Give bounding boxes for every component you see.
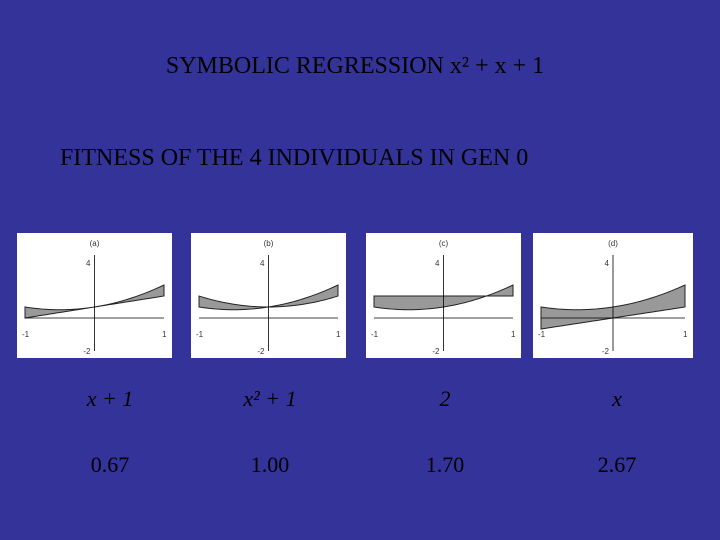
panel-label: (a) — [90, 239, 100, 248]
y-bottom-label: -2 — [432, 347, 440, 356]
y-top-label: 4 — [435, 259, 440, 268]
x-right-label: 1 — [683, 330, 688, 339]
fitness: 1.70 — [426, 452, 465, 477]
error-area — [24, 284, 165, 319]
expression: x + 1 — [86, 386, 134, 411]
x-right-label: 1 — [511, 330, 516, 339]
y-top-label: 4 — [86, 259, 91, 268]
y-bottom-label: -2 — [602, 347, 610, 356]
y-bottom-label: -2 — [257, 347, 265, 356]
plot-panel: (a) 4 -2 -1 1 — [17, 233, 172, 358]
x-left-label: -1 — [22, 330, 30, 339]
x-right-label: 1 — [336, 330, 341, 339]
y-top-label: 4 — [605, 259, 610, 268]
fitness: 1.00 — [251, 452, 290, 477]
error-area — [198, 284, 339, 311]
panel-label: (b) — [264, 239, 274, 248]
x-left-label: -1 — [196, 330, 204, 339]
plot-panel: (d) 4 -2 -1 1 — [533, 233, 693, 358]
x-left-label: -1 — [371, 330, 379, 339]
expression: 2 — [440, 386, 451, 411]
y-top-label: 4 — [260, 259, 265, 268]
x-left-label: -1 — [538, 330, 546, 339]
expression: x — [611, 386, 622, 411]
x-right-label: 1 — [162, 330, 167, 339]
fitness: 0.67 — [91, 452, 130, 477]
panel-label: (c) — [439, 239, 449, 248]
plot-panel: (b) 4 -2 -1 1 — [191, 233, 346, 358]
plot-panel: (c) 4 -2 -1 1 — [366, 233, 521, 358]
panel-label: (d) — [608, 239, 618, 248]
y-bottom-label: -2 — [83, 347, 91, 356]
subtitle: FITNESS OF THE 4 INDIVIDUALS IN GEN 0 — [60, 145, 528, 171]
fitness: 2.67 — [598, 452, 637, 477]
expression: x² + 1 — [242, 386, 296, 411]
title: SYMBOLIC REGRESSION x² + x + 1 — [166, 53, 544, 79]
